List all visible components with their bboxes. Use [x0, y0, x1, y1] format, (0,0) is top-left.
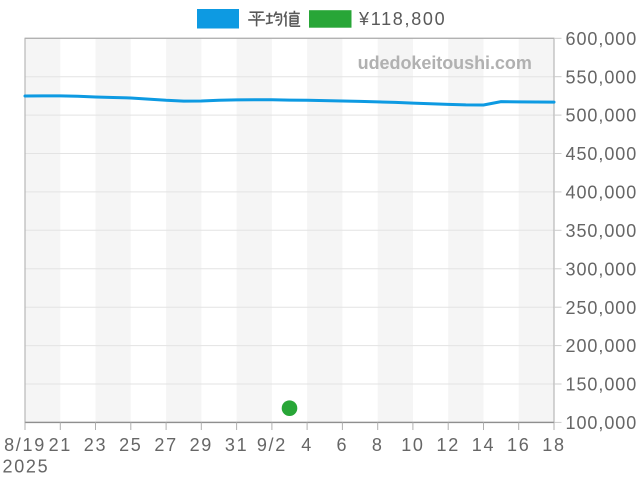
svg-text:200,000: 200,000	[566, 336, 638, 356]
svg-text:23: 23	[84, 435, 107, 455]
svg-text:350,000: 350,000	[566, 221, 638, 241]
svg-text:27: 27	[154, 435, 177, 455]
svg-text:8: 8	[372, 435, 384, 455]
svg-text:16: 16	[507, 435, 530, 455]
svg-text:450,000: 450,000	[566, 144, 638, 164]
svg-text:udedokeitoushi.com: udedokeitoushi.com	[358, 53, 532, 73]
svg-text:400,000: 400,000	[566, 183, 638, 203]
svg-text:9/2: 9/2	[257, 435, 287, 455]
svg-text:12: 12	[436, 435, 459, 455]
svg-text:8/19: 8/19	[4, 435, 46, 455]
svg-text:2025: 2025	[3, 457, 50, 477]
svg-text:¥118,800: ¥118,800	[358, 9, 446, 29]
svg-text:14: 14	[472, 435, 495, 455]
svg-text:10: 10	[401, 435, 424, 455]
svg-text:25: 25	[119, 435, 142, 455]
svg-text:100,000: 100,000	[566, 413, 638, 433]
svg-text:4: 4	[301, 435, 313, 455]
svg-text:550,000: 550,000	[566, 67, 638, 87]
svg-text:18: 18	[542, 435, 565, 455]
svg-text:21: 21	[49, 435, 72, 455]
svg-text:300,000: 300,000	[566, 259, 638, 279]
svg-text:6: 6	[337, 435, 349, 455]
svg-text:31: 31	[225, 435, 248, 455]
svg-text:29: 29	[190, 435, 213, 455]
svg-text:150,000: 150,000	[566, 375, 638, 395]
svg-text:600,000: 600,000	[566, 29, 638, 49]
svg-text:500,000: 500,000	[566, 106, 638, 126]
svg-text:250,000: 250,000	[566, 298, 638, 318]
